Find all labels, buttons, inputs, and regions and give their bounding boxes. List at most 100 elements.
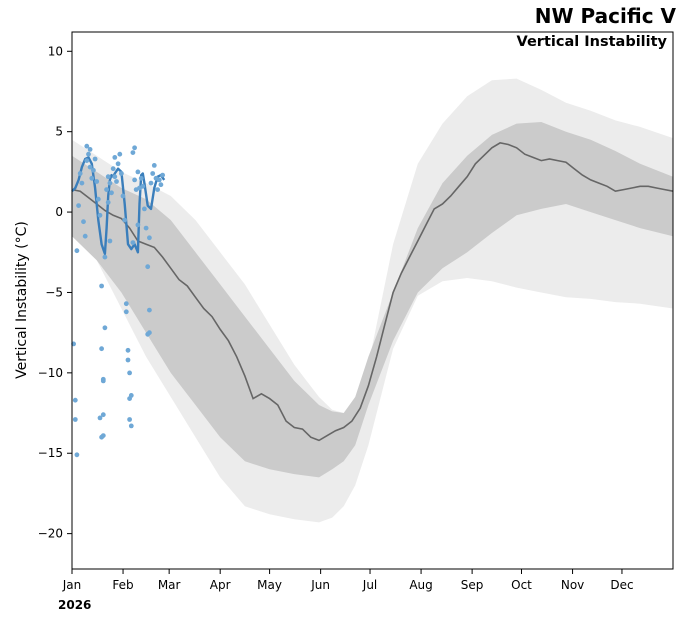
ensemble-point [110,166,116,172]
ensemble-point [91,167,96,173]
ensemble-point [74,248,80,254]
ensemble-point [86,151,91,157]
ensemble-point [125,347,131,353]
x-tick-label: Mar [158,578,181,592]
ensemble-point [77,171,83,176]
inner-range-band [72,122,673,478]
year-label: 2026 [58,598,91,612]
ensemble-point [76,203,81,209]
ensemble-point [147,330,152,336]
ensemble-point [132,145,138,151]
chart-title: NW Pacific V [535,4,677,28]
ensemble-point [127,417,132,422]
ensemble-point [135,222,141,228]
ensemble-point [87,147,93,152]
ensemble-point [119,171,124,176]
ensemble-point [145,264,151,270]
ensemble-point [104,187,109,193]
chart-subtitle: Vertical Instability [517,34,668,50]
ensemble-point [112,155,118,160]
ensemble-point [158,182,164,188]
ensemble-point [151,163,157,168]
ensemble-point [97,415,103,421]
ensemble-point [155,187,161,193]
ensemble-point [92,156,98,162]
ensemble-point [148,180,154,186]
ensemble-point [156,177,162,183]
ensemble-point [97,212,103,218]
y-tick-label: 10 [48,44,63,58]
ensemble-point [100,376,106,382]
ensemble-point [160,172,166,178]
y-tick-label: −5 [45,285,63,299]
ensemble-point [72,397,78,403]
y-tick-label: −20 [38,527,63,541]
plot-frame [71,31,674,570]
x-tick-label: Sep [461,578,484,592]
ensemble-point [79,180,85,186]
ensemble-point [87,164,93,170]
ensemble-point [94,179,100,184]
ensemble-point [140,183,146,189]
ensemble-point [138,175,144,181]
ensemble-point [122,217,128,223]
x-tick-label: Jun [310,578,330,592]
climatology-bands [72,78,673,523]
ensemble-point [107,180,113,186]
ensemble-point [99,346,104,352]
ensemble-point [112,174,118,180]
ensemble-point [128,423,134,429]
ensemble-point [128,393,134,398]
ensemble-point [102,254,108,260]
ensemble-point [123,309,129,315]
y-tick-label: 0 [55,205,63,219]
current-year-line [71,156,166,256]
ensemble-point [127,370,132,376]
ensemble-point [105,174,111,180]
y-tick-label: −10 [38,366,63,380]
ensemble-point [100,412,106,418]
ensemble-point [147,235,152,241]
ensemble-point [107,238,113,244]
ensemble-point [117,151,123,157]
ensemble-point [125,357,131,363]
ensemble-point [115,161,121,167]
ensemble-point [84,143,90,149]
ensemble-point [89,175,95,181]
x-axis-ticks: Jan Feb Mar Apr May Jun Jul Aug Sep Oct Nov Dec [62,569,634,592]
x-tick-label: Dec [610,578,633,592]
x-tick-label: Aug [409,578,432,592]
ensemble-point [74,452,80,458]
ensemble-point [84,158,90,164]
ensemble-point [132,177,138,183]
ensemble-point [99,283,104,289]
x-tick-label: Feb [112,578,133,592]
x-tick-label: Nov [561,578,584,592]
x-tick-label: Jan [62,578,82,592]
ensemble-point [135,169,141,175]
y-axis-ticks: 10 5 0 −5 −10 −15 −20 [38,44,72,541]
ensemble-point [95,196,101,202]
y-axis-label: Vertical Instability (°C) [14,221,30,379]
y-tick-label: −15 [38,446,63,460]
median-line [71,142,674,442]
chart-lines [71,142,674,442]
x-tick-label: May [257,578,282,592]
ensemble-point [114,179,119,184]
ensemble-point [130,240,136,246]
ensemble-point [82,233,88,239]
ensemble-points [71,143,166,458]
ensemble-point [120,193,126,199]
ensemble-point [102,325,108,331]
ensemble-point [147,307,152,313]
y-tick-label: 5 [55,125,63,139]
ensemble-point [81,219,86,225]
ensemble-point [109,190,114,196]
ensemble-point [150,171,156,176]
x-tick-label: Jul [362,578,377,592]
ensemble-point [142,206,147,212]
ensemble-point [143,225,149,231]
ensemble-point [105,200,111,205]
ensemble-point [72,417,78,422]
ensemble-point [130,150,136,156]
